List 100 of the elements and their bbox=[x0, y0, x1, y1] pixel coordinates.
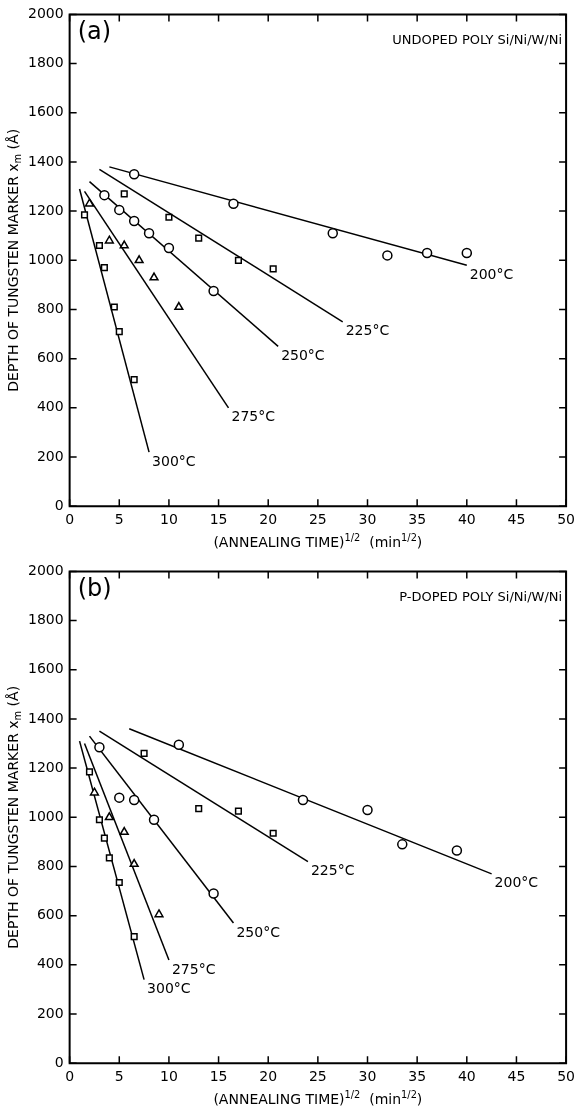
point bbox=[195, 805, 203, 813]
y-tick-label: 1600 bbox=[27, 103, 64, 120]
y-tick-label: 2000 bbox=[27, 5, 64, 22]
x-tick-label: 50 bbox=[557, 1068, 576, 1085]
point bbox=[228, 198, 239, 209]
y-tick-label: 200 bbox=[36, 1004, 64, 1021]
annotation: 225°C bbox=[310, 862, 355, 879]
y-tick-label: 800 bbox=[36, 300, 64, 317]
x-tick-label: 35 bbox=[408, 1068, 427, 1085]
point bbox=[119, 826, 129, 836]
x-tick-label: 20 bbox=[259, 1068, 278, 1085]
point bbox=[195, 234, 203, 242]
point bbox=[269, 829, 277, 837]
x-tick-label: 0 bbox=[65, 511, 75, 528]
y-tick-label: 200 bbox=[36, 447, 64, 464]
x-tick-label: 0 bbox=[65, 1068, 75, 1085]
annotation: 300°C bbox=[147, 980, 191, 997]
point bbox=[120, 190, 128, 198]
point bbox=[104, 812, 114, 821]
point bbox=[451, 845, 463, 856]
point bbox=[128, 215, 140, 227]
y-tick-label: 0 bbox=[54, 496, 64, 513]
point bbox=[208, 888, 219, 899]
point bbox=[130, 932, 138, 941]
x-tick-label: 10 bbox=[160, 1068, 178, 1085]
point bbox=[174, 301, 184, 311]
point bbox=[397, 839, 408, 850]
point bbox=[100, 264, 108, 272]
point bbox=[130, 375, 138, 384]
y-tick-label: 0 bbox=[54, 1053, 64, 1070]
y-tick-label: 1400 bbox=[27, 709, 64, 726]
point bbox=[104, 235, 114, 244]
point bbox=[85, 768, 94, 776]
x-tick-label: 40 bbox=[457, 511, 476, 528]
y-tick-label: 1200 bbox=[27, 201, 64, 218]
point bbox=[297, 794, 309, 806]
point bbox=[134, 255, 144, 264]
y-tick-label: 1000 bbox=[27, 250, 64, 267]
y-axis-title: DEPTH OF TUNGSTEN MARKER xm (Å) bbox=[4, 685, 24, 949]
x-tick-label: 15 bbox=[209, 1068, 228, 1085]
point bbox=[129, 858, 139, 868]
annotation: 200°C bbox=[469, 265, 514, 282]
y-axis-title: DEPTH OF TUNGSTEN MARKER xm (Å) bbox=[4, 128, 24, 392]
point bbox=[149, 272, 159, 281]
y-tick-label: 400 bbox=[36, 398, 64, 415]
point bbox=[148, 814, 160, 826]
y-tick-label: 800 bbox=[36, 857, 64, 874]
point bbox=[105, 854, 113, 862]
point bbox=[94, 741, 105, 753]
x-tick-label: 10 bbox=[160, 511, 178, 528]
point bbox=[173, 739, 185, 751]
point bbox=[234, 807, 243, 815]
point bbox=[269, 265, 277, 273]
point bbox=[143, 228, 155, 239]
point bbox=[89, 787, 100, 796]
point bbox=[421, 247, 433, 259]
x-tick-label: 35 bbox=[408, 511, 427, 528]
annotation: 275°C bbox=[171, 960, 216, 977]
point bbox=[80, 211, 89, 219]
chart-title: (a) bbox=[77, 16, 112, 45]
y-tick-label: 1400 bbox=[27, 152, 64, 169]
point bbox=[327, 228, 339, 239]
point bbox=[382, 250, 393, 261]
x-tick-label: 50 bbox=[557, 511, 576, 528]
y-tick-label: 1600 bbox=[27, 660, 64, 677]
text: P-DOPED POLY Si/Ni/W/Ni bbox=[399, 589, 563, 605]
point bbox=[99, 189, 110, 201]
point bbox=[100, 834, 108, 842]
y-tick-label: 400 bbox=[36, 955, 64, 972]
x-tick-label: 5 bbox=[114, 511, 124, 528]
x-tick-label: 45 bbox=[507, 511, 526, 528]
y-tick-label: 600 bbox=[36, 906, 64, 923]
x-tick-label: 30 bbox=[358, 511, 377, 528]
x-tick-label: 45 bbox=[507, 1068, 526, 1085]
point bbox=[208, 285, 219, 297]
annotation: 225°C bbox=[345, 322, 390, 339]
point bbox=[110, 303, 118, 311]
point bbox=[114, 204, 125, 216]
point bbox=[114, 792, 125, 803]
annotation: 300°C bbox=[152, 452, 196, 469]
x-tick-label: 40 bbox=[457, 1068, 476, 1085]
point bbox=[154, 909, 164, 918]
chart-title: (b) bbox=[77, 573, 112, 602]
y-tick-label: 1000 bbox=[27, 807, 64, 824]
x-tick-label: 30 bbox=[358, 1068, 377, 1085]
point bbox=[84, 198, 95, 207]
point bbox=[115, 328, 123, 336]
point bbox=[163, 242, 175, 254]
annotation: 250°C bbox=[281, 347, 325, 364]
y-tick-label: 600 bbox=[36, 349, 64, 366]
point bbox=[461, 247, 473, 259]
x-tick-label: 25 bbox=[308, 511, 327, 528]
point bbox=[140, 749, 148, 757]
x-tick-label: 15 bbox=[209, 511, 228, 528]
point bbox=[362, 804, 373, 816]
y-tick-label: 1800 bbox=[27, 611, 64, 628]
point bbox=[128, 794, 140, 806]
point bbox=[165, 213, 173, 221]
text: UNDOPED POLY Si/Ni/W/Ni bbox=[392, 32, 563, 48]
x-tick-label: 25 bbox=[308, 1068, 327, 1085]
